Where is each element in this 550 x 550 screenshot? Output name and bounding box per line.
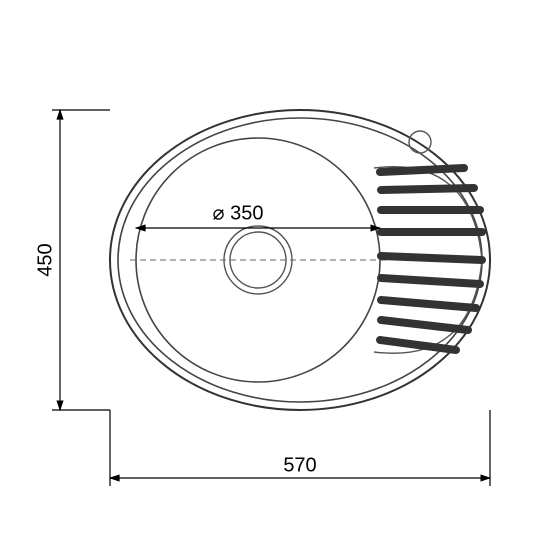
drain-rib bbox=[380, 340, 456, 350]
drain-rib bbox=[381, 278, 480, 284]
drain-rib bbox=[381, 320, 468, 330]
sink-technical-drawing: 570 450 ⌀ 350 bbox=[0, 0, 550, 550]
drain-inner bbox=[230, 232, 286, 288]
tap-hole bbox=[409, 131, 431, 153]
drain-rib bbox=[380, 168, 464, 172]
drain-rib bbox=[381, 188, 474, 190]
drain-rib bbox=[381, 300, 476, 308]
dim-width-label: 570 bbox=[283, 454, 316, 476]
dim-diameter-label: ⌀ 350 bbox=[213, 202, 264, 224]
dim-height-label: 450 bbox=[34, 243, 56, 276]
drain-rib bbox=[381, 256, 482, 260]
